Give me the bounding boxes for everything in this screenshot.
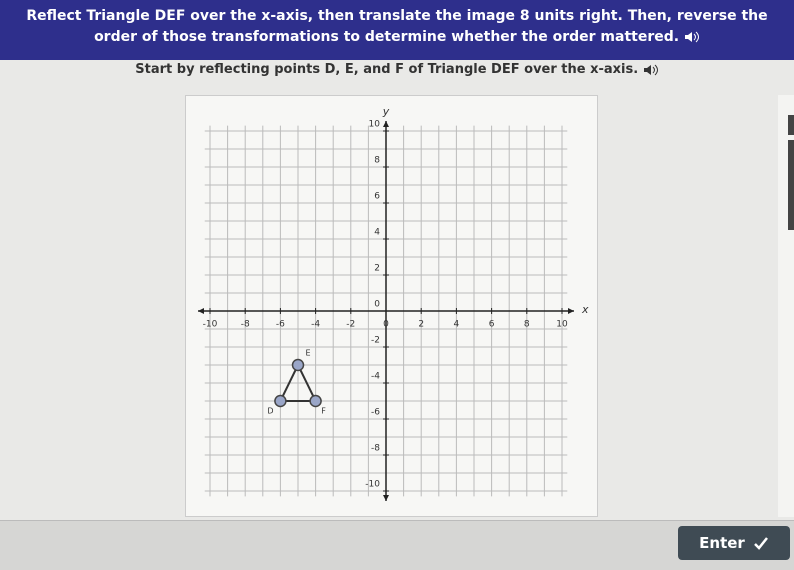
y-tick-label: -8 [371,444,380,454]
side-bar [788,115,794,135]
enter-button[interactable]: Enter [678,526,790,560]
triangle-side [279,364,299,402]
x-axis-label: x [581,303,589,316]
x-tick-label: -4 [311,320,320,330]
x-tick-label: -6 [276,320,285,330]
instruction-text: Start by reflecting points D, E, and F o… [135,62,639,77]
triangle-side [297,364,317,402]
y-tick-label: 4 [374,228,380,238]
y-tick-label: -6 [371,408,380,418]
enter-label: Enter [699,534,745,552]
axis-arrow [383,121,389,127]
x-tick-label: 8 [524,320,530,330]
point-label: D [267,407,273,416]
y-tick-label: 10 [369,120,381,130]
y-tick-label: 0 [374,300,380,310]
speaker-icon[interactable] [643,64,659,76]
x-tick-label: 0 [383,320,389,330]
y-axis-label: y [382,105,390,118]
y-tick-label: -4 [371,372,380,382]
axis-arrow [198,308,204,314]
y-tick-label: 8 [374,156,380,166]
point-label: F [321,407,326,416]
speaker-icon[interactable] [684,31,700,43]
axis-arrow [568,308,574,314]
side-bar [788,140,794,230]
x-tick-label: -10 [203,320,218,330]
y-tick-label: -2 [371,336,380,346]
check-icon [753,537,768,550]
point [291,358,305,372]
header: Reflect Triangle DEF over the x-axis, th… [0,0,794,60]
y-tick-label: -10 [365,480,380,490]
graph-panel [185,95,598,517]
header-title: Reflect Triangle DEF over the x-axis, th… [26,8,768,45]
y-tick-label: 6 [374,192,380,202]
x-tick-label: 10 [556,320,568,330]
footer [0,520,794,570]
side-panel [778,95,794,517]
instruction: Start by reflecting points D, E, and F o… [0,62,794,77]
axis-arrow [383,495,389,501]
y-tick-label: 2 [374,264,380,274]
x-tick-label: 6 [489,320,495,330]
x-tick-label: 4 [454,320,460,330]
point [274,394,287,408]
x-tick-label: -2 [346,320,355,330]
point-label: E [305,349,310,358]
point [309,394,322,408]
x-tick-label: 2 [418,320,424,330]
x-tick-label: -8 [241,320,250,330]
